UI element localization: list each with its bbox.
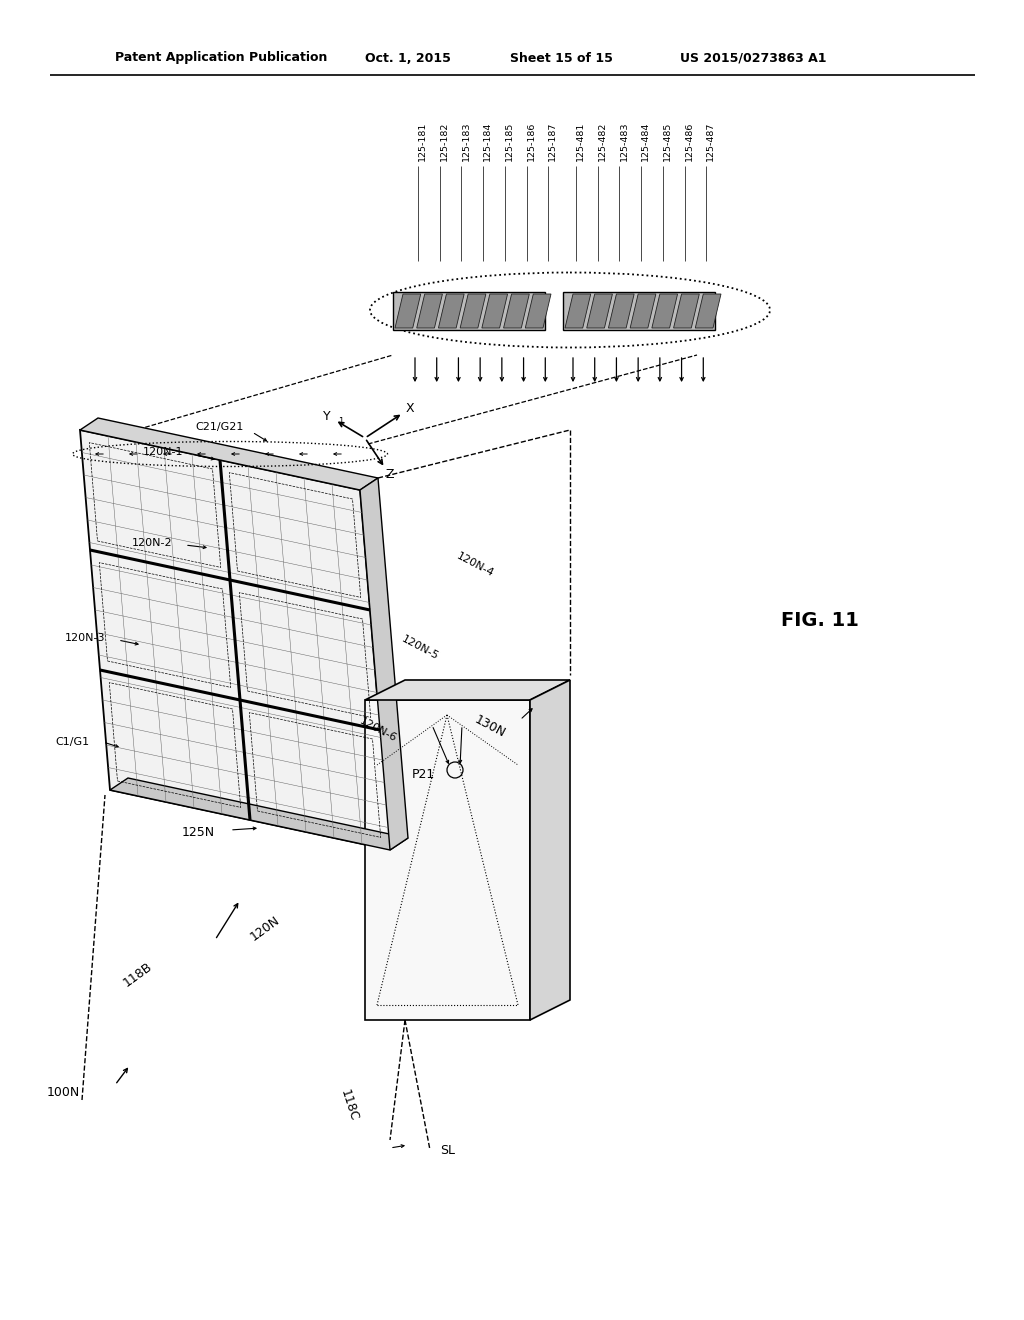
Text: 125-185: 125-185 [505,121,514,161]
Text: 1: 1 [338,417,344,426]
Polygon shape [563,292,715,330]
Text: 125-485: 125-485 [663,121,672,161]
Text: 120N-3: 120N-3 [65,634,105,643]
Polygon shape [608,294,634,327]
Text: 125-183: 125-183 [462,121,470,161]
Text: Z: Z [386,467,394,480]
Text: 118C: 118C [338,1088,360,1122]
Text: Oct. 1, 2015: Oct. 1, 2015 [365,51,451,65]
Text: 120N-1: 120N-1 [142,447,183,457]
Polygon shape [630,294,655,327]
Polygon shape [652,294,678,327]
Text: P21: P21 [412,768,435,781]
Text: X: X [406,403,415,416]
Text: 125-186: 125-186 [526,121,536,161]
Polygon shape [504,294,529,327]
Polygon shape [482,294,508,327]
Text: 125-481: 125-481 [575,121,585,161]
Polygon shape [525,294,551,327]
Text: US 2015/0273863 A1: US 2015/0273863 A1 [680,51,826,65]
Polygon shape [417,294,442,327]
Polygon shape [110,777,408,850]
Text: 125-483: 125-483 [620,121,629,161]
Polygon shape [565,294,591,327]
Text: 125-181: 125-181 [418,121,427,161]
Text: 118B: 118B [121,960,155,990]
Polygon shape [365,680,570,700]
Text: 125-487: 125-487 [707,121,716,161]
Text: 120N-6: 120N-6 [358,715,398,744]
Text: 125-182: 125-182 [439,121,449,161]
Polygon shape [80,430,390,850]
Text: FIG. 11: FIG. 11 [781,610,859,630]
Text: C1/G1: C1/G1 [56,737,90,747]
Text: 120N-5: 120N-5 [400,634,440,661]
Text: SL: SL [440,1143,455,1156]
Text: 125-486: 125-486 [685,121,693,161]
Text: Sheet 15 of 15: Sheet 15 of 15 [510,51,613,65]
Polygon shape [587,294,612,327]
Text: 120N-4: 120N-4 [455,550,496,579]
Polygon shape [395,294,421,327]
Text: 120N-2: 120N-2 [131,539,172,548]
Polygon shape [365,700,530,1020]
Text: Y: Y [324,409,331,422]
Polygon shape [460,294,485,327]
Text: Patent Application Publication: Patent Application Publication [115,51,328,65]
Text: 125-184: 125-184 [483,121,493,161]
Polygon shape [695,294,721,327]
Text: 130N: 130N [473,714,508,741]
Text: 125N: 125N [182,826,215,840]
Polygon shape [674,294,699,327]
Text: 100N: 100N [47,1085,80,1098]
Polygon shape [80,418,378,490]
Text: C21/G21: C21/G21 [196,422,244,432]
Text: 125-187: 125-187 [548,121,557,161]
Polygon shape [360,478,408,850]
Polygon shape [530,680,570,1020]
Polygon shape [438,294,464,327]
Text: 125-484: 125-484 [641,121,650,161]
Text: 125-482: 125-482 [598,121,606,161]
Polygon shape [393,292,545,330]
Text: 120N: 120N [248,913,283,942]
